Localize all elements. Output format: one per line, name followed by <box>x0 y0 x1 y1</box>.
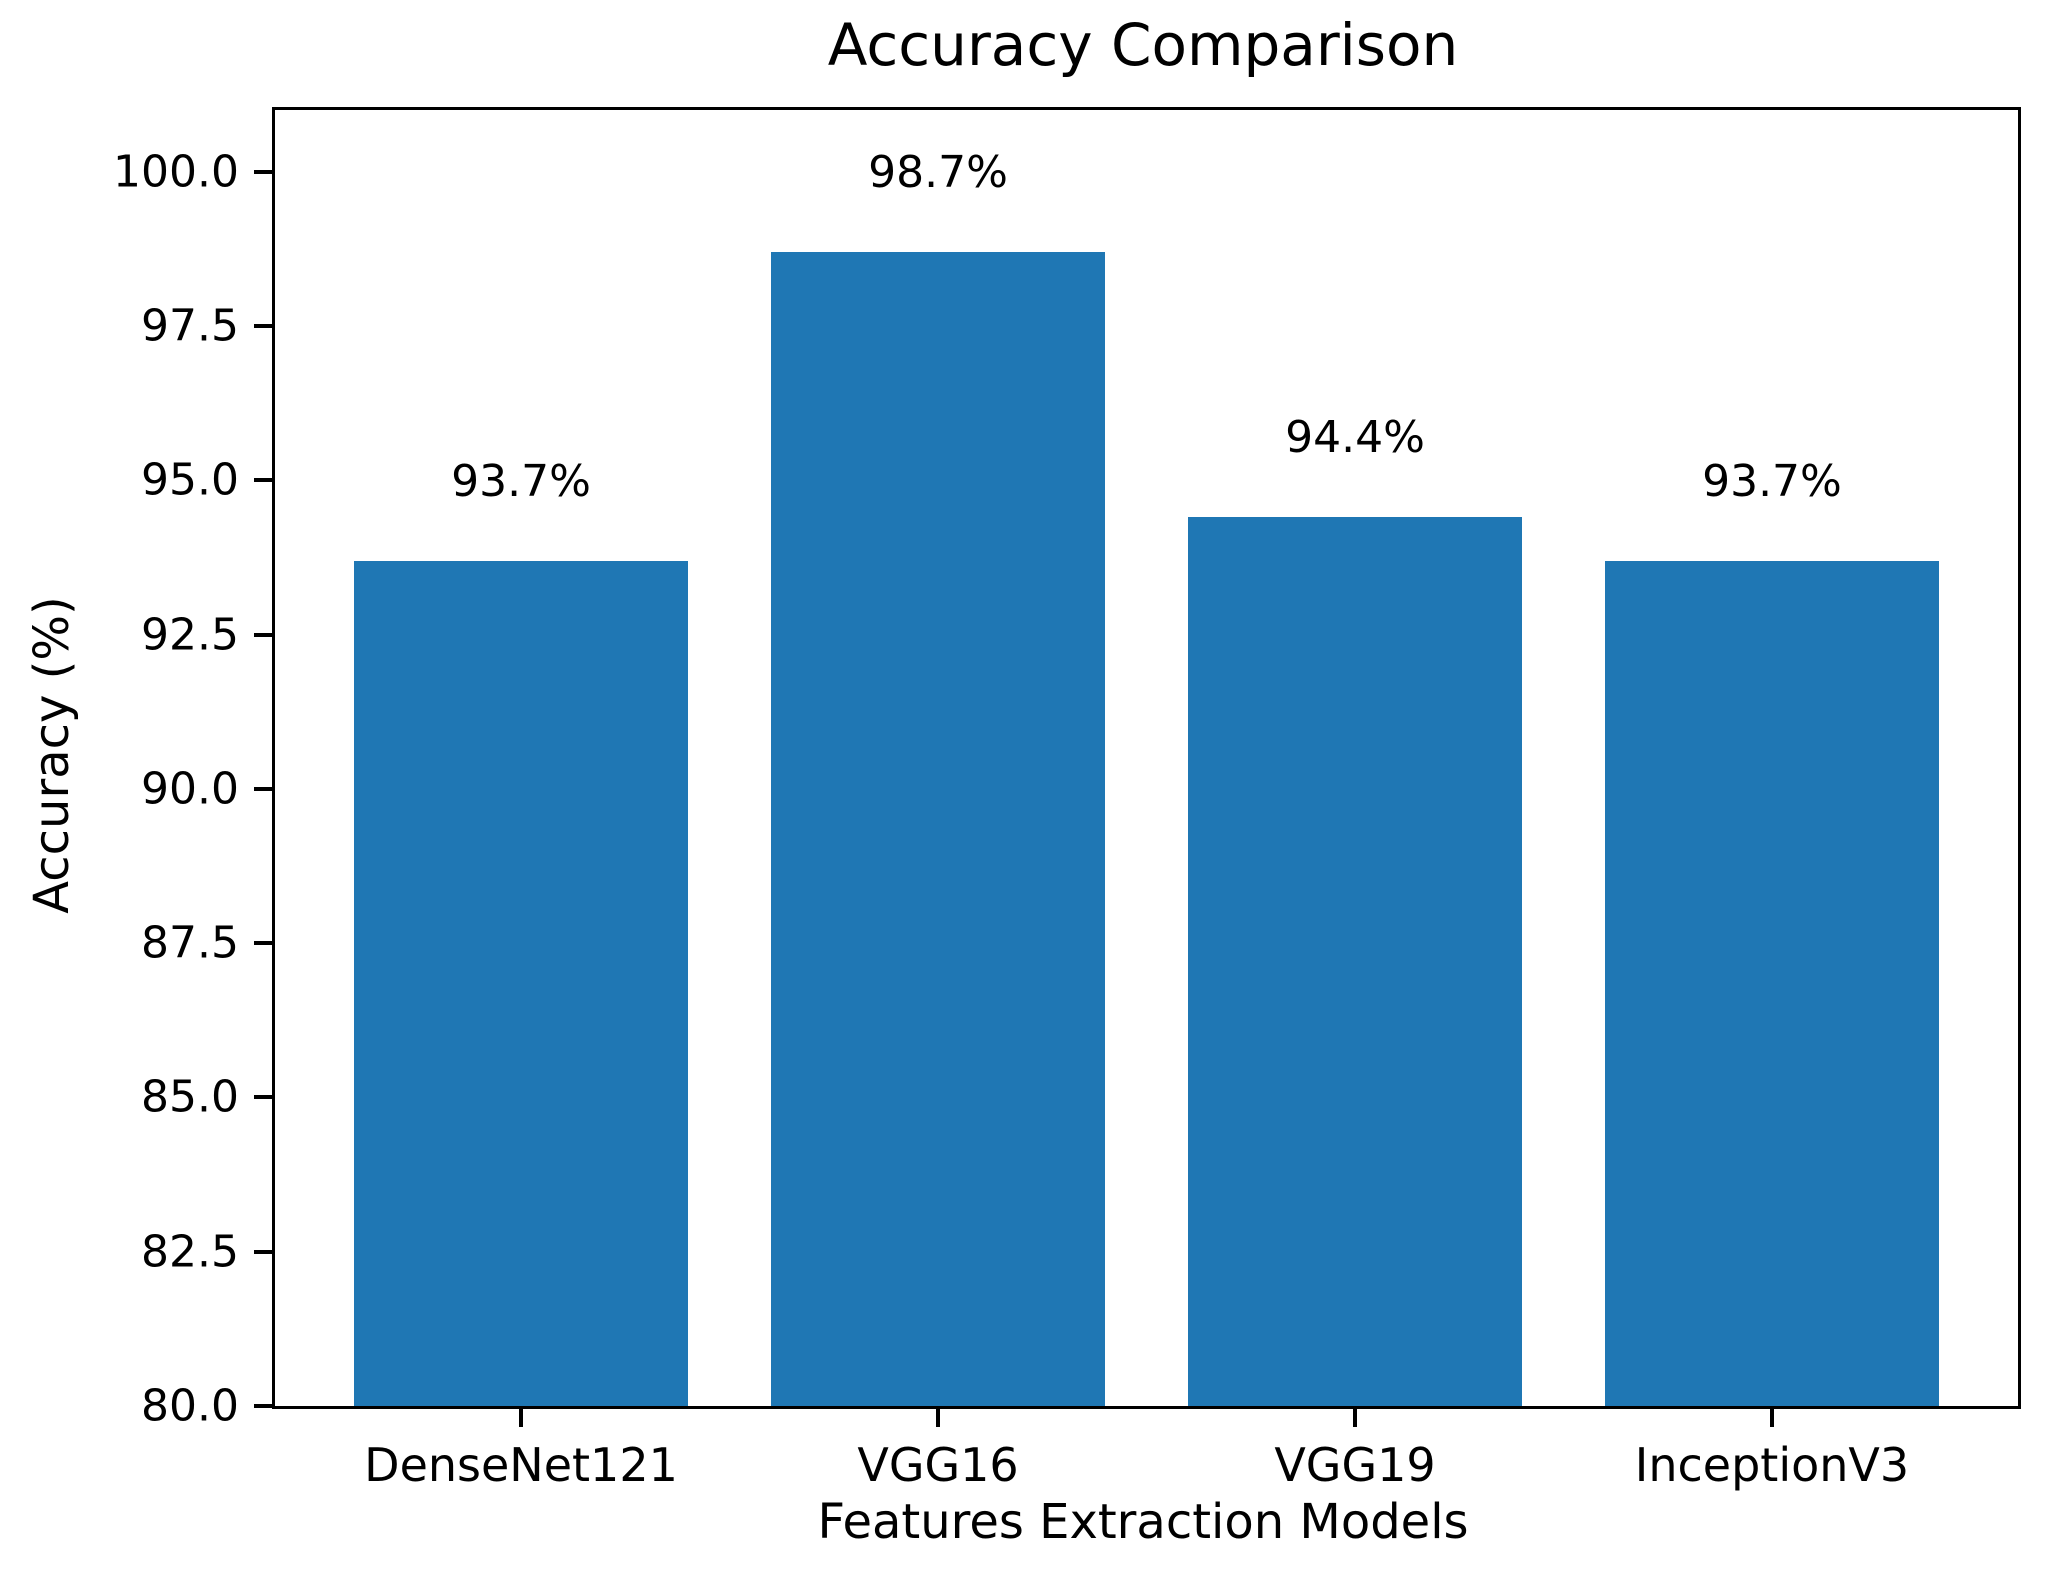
y-tick-mark <box>254 632 272 637</box>
x-tick-mark <box>936 1409 940 1427</box>
y-tick-label: 97.5 <box>141 300 239 352</box>
y-tick-mark <box>254 169 272 174</box>
x-tick-mark <box>1352 1409 1357 1427</box>
y-tick-label: 95.0 <box>141 454 239 506</box>
chart-title: Accuracy Comparison <box>827 11 1459 79</box>
x-tick-label-vgg19: VGG19 <box>1274 1438 1436 1492</box>
y-tick-label: 82.5 <box>141 1226 239 1278</box>
y-tick-mark <box>254 1095 272 1100</box>
y-tick-label: 90.0 <box>141 763 239 815</box>
x-tick-label-densenet121: DenseNet121 <box>364 1438 678 1492</box>
y-tick-label: 85.0 <box>141 1071 239 1123</box>
y-tick-mark <box>254 1249 272 1254</box>
y-tick-label: 87.5 <box>141 917 239 969</box>
x-tick-mark <box>1769 1409 1774 1427</box>
x-tick-label-vgg16: VGG16 <box>857 1438 1019 1492</box>
bar-inceptionv3 <box>1605 560 1939 1406</box>
plot-area: 93.7% DenseNet121 98.7% VGG16 94.4% VGG19 93.7… <box>113 107 2021 1492</box>
y-tick-mark <box>254 786 272 791</box>
bar-value-label: 98.7% <box>868 146 1008 198</box>
y-tick-mark <box>254 1404 272 1408</box>
x-tick-label-inceptionv3: InceptionV3 <box>1634 1438 1910 1492</box>
y-axis-label: Accuracy (%) <box>24 596 80 914</box>
y-tick-label: 92.5 <box>141 609 239 661</box>
y-tick-label: 100.0 <box>113 146 239 198</box>
x-axis-label: Features Extraction Models <box>817 1494 1469 1550</box>
bar-value-label: 93.7% <box>1702 455 1842 507</box>
bar-value-label: 94.4% <box>1285 412 1425 464</box>
y-tick-mark <box>254 478 272 483</box>
bar-vgg19 <box>1188 517 1522 1406</box>
y-tick-mark <box>254 941 272 946</box>
y-tick-label: 80.0 <box>141 1380 239 1432</box>
bar-vgg16 <box>771 251 1105 1406</box>
bar-value-label: 93.7% <box>451 455 591 507</box>
bar-densenet121 <box>354 560 688 1406</box>
y-tick-mark <box>254 324 272 328</box>
x-tick-mark <box>519 1409 524 1427</box>
